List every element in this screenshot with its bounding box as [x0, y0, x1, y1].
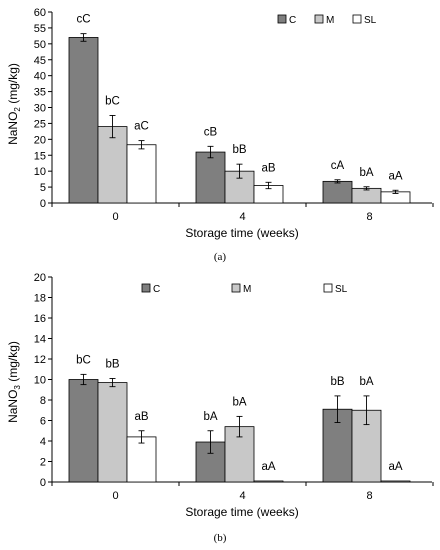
chart-a-data-label: bB	[232, 144, 246, 156]
chart-a-legend-swatch-c	[277, 14, 287, 24]
chart-b-bar-m	[97, 382, 128, 483]
chart-b-y-tick-label: 0	[40, 477, 46, 489]
chart-a-y-tick-label: 55	[34, 23, 46, 35]
chart-a-legend-label-m: M	[326, 15, 334, 26]
chart-a-x-tick-label: 4	[239, 211, 245, 223]
chart-a-bar-c	[322, 180, 353, 204]
chart-b-data-label: bC	[76, 354, 91, 366]
chart-a-y-tick-label: 60	[34, 7, 46, 19]
chart-b-y-tick-label: 10	[34, 375, 46, 387]
chart-b-y-tick-label: 4	[40, 436, 46, 448]
chart-b-data-label: aB	[134, 411, 148, 423]
chart-b-y-tick-label: 2	[40, 457, 46, 469]
chart-a-y-tick-label: 5	[40, 182, 46, 194]
chart-b-bar-sl	[126, 436, 157, 483]
chart-b-legend-swatch-c	[141, 283, 151, 293]
chart-b-y-tick-label: 6	[40, 416, 46, 428]
chart-b-y-tick-label: 8	[40, 395, 46, 407]
chart-b-bar-sl	[380, 480, 411, 483]
chart-a-panel-label: (a)	[214, 251, 227, 263]
chart-b-data-label: aA	[261, 461, 275, 473]
chart-a-bar-sl	[126, 144, 157, 204]
chart-b-x-tick-label: 4	[239, 490, 245, 502]
chart-a-bar-m	[351, 187, 382, 204]
chart-a: NaNO2 (mg/kg) Storage time (weeks) (a) 0…	[6, 7, 434, 263]
chart-a-y-tick-label: 15	[34, 150, 46, 162]
chart-b-data-label: bA	[232, 396, 246, 408]
chart-a-bar-c	[68, 37, 99, 204]
chart-a-y-tick-label: 10	[34, 166, 46, 178]
chart-a-y-tick-label: 40	[34, 71, 46, 83]
chart-a-data-label: cA	[331, 160, 345, 172]
chart-b-legend-label-c: C	[153, 284, 160, 295]
chart-a-bar-m	[97, 126, 128, 204]
chart-a-y-tick-label: 0	[40, 198, 46, 210]
chart-b: NaNO3 (mg/kg) Storage time (weeks) (b) 0…	[6, 272, 434, 544]
chart-b-y-tick-label: 20	[34, 272, 46, 284]
chart-b-legend-label-sl: SL	[335, 284, 348, 295]
chart-b-x-tick-label: 8	[366, 490, 372, 502]
chart-b-legend-label-m: M	[243, 284, 251, 295]
chart-a-data-label: aA	[388, 170, 402, 182]
chart-a-bar-c	[195, 151, 226, 204]
chart-b-bar-sl	[253, 480, 284, 483]
chart-b-x-axis-title: Storage time (weeks)	[185, 505, 298, 519]
chart-a-legend-swatch-m	[314, 14, 324, 24]
chart-b-panel-label: (b)	[214, 532, 227, 544]
chart-b-bar-c	[68, 379, 99, 483]
chart-a-y-tick-label: 25	[34, 118, 46, 130]
chart-a-y-tick-label: 45	[34, 55, 46, 67]
chart-b-y-axis-title: NaNO3 (mg/kg)	[6, 341, 22, 423]
chart-a-y-tick-label: 20	[34, 134, 46, 146]
chart-b-y-tick-label: 16	[34, 313, 46, 325]
chart-a-y-tick-label: 50	[34, 39, 46, 51]
chart-a-data-label: bC	[105, 95, 120, 107]
chart-b-y-tick-label: 12	[34, 354, 46, 366]
chart-a-data-label: bA	[359, 167, 373, 179]
chart-a-data-label: aB	[261, 162, 275, 174]
chart-b-y-tick-label: 14	[34, 334, 46, 346]
chart-a-y-tick-label: 30	[34, 103, 46, 115]
chart-a-data-label: cC	[76, 14, 90, 26]
chart-b-data-label: bB	[330, 376, 344, 388]
chart-b-data-label: aA	[388, 461, 402, 473]
chart-b-data-label: bB	[105, 358, 119, 370]
chart-a-x-tick-label: 0	[112, 211, 118, 223]
chart-a-data-label: aC	[134, 121, 149, 133]
chart-a-legend-label-sl: SL	[364, 15, 377, 26]
chart-b-data-label: bA	[359, 376, 373, 388]
chart-b-legend-swatch-m	[231, 283, 241, 293]
chart-a-y-axis-title: NaNO2 (mg/kg)	[6, 63, 22, 145]
chart-a-legend-swatch-sl	[352, 14, 362, 24]
chart-a-x-tick-label: 8	[366, 211, 372, 223]
chart-a-legend-label-c: C	[289, 15, 296, 26]
chart-b-x-tick-label: 0	[112, 490, 118, 502]
chart-b-y-tick-label: 18	[34, 293, 46, 305]
chart-a-y-tick-label: 35	[34, 87, 46, 99]
chart-b-legend-swatch-sl	[323, 283, 333, 293]
chart-b-data-label: bA	[203, 411, 217, 423]
chart-a-data-label: cB	[204, 126, 218, 138]
chart-a-x-axis-title: Storage time (weeks)	[185, 226, 298, 240]
